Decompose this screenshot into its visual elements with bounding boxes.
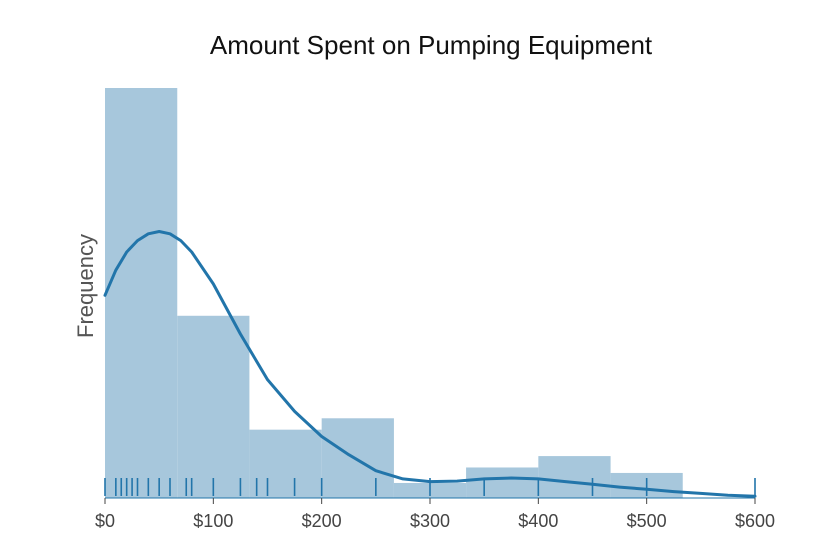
x-tick-label-5: $500 [627, 511, 667, 531]
histogram-bar-5 [466, 467, 539, 498]
chart-title: Amount Spent on Pumping Equipment [209, 30, 653, 60]
histogram-bar-0 [105, 88, 178, 498]
histogram-bar-3 [321, 418, 394, 498]
histogram-bar-2 [249, 429, 322, 498]
x-tick-label-2: $200 [302, 511, 342, 531]
histogram-bar-1 [177, 315, 250, 498]
x-tick-label-6: $600 [735, 511, 775, 531]
x-tick-label-3: $300 [410, 511, 450, 531]
histogram-bar-6 [538, 456, 611, 498]
kde-line [103, 230, 757, 498]
x-tick-label-4: $400 [518, 511, 558, 531]
x-tick-label-0: $0 [95, 511, 115, 531]
x-tick-label-1: $100 [193, 511, 233, 531]
